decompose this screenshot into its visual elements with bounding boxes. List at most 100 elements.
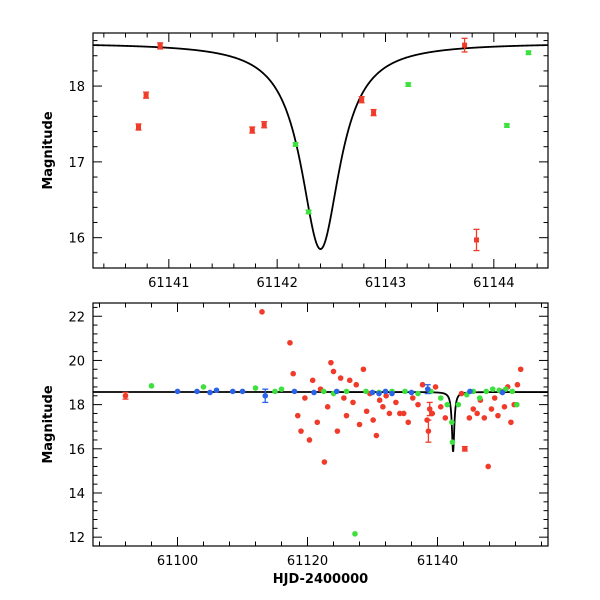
red-point — [287, 339, 293, 346]
blue-point — [408, 389, 415, 396]
blue-point — [382, 388, 389, 395]
red-point — [462, 446, 468, 452]
red-point — [309, 377, 316, 384]
red-point — [359, 97, 365, 103]
y-tick-label: 12 — [68, 531, 85, 546]
green-point — [489, 386, 496, 392]
red-point — [261, 122, 267, 128]
red-point — [429, 410, 436, 417]
red-point — [259, 309, 265, 315]
red-point — [517, 366, 524, 373]
red-point — [466, 415, 473, 421]
red-point — [122, 392, 129, 399]
green-point — [437, 395, 444, 401]
x-tick-label: 61143 — [365, 276, 406, 291]
red-point — [334, 428, 341, 434]
plot-frame — [92, 302, 549, 547]
red-point — [371, 110, 377, 116]
x-tick-label: 61142 — [256, 276, 297, 291]
y-tick-label: 18 — [68, 80, 85, 95]
red-point — [485, 463, 492, 470]
red-point — [415, 401, 421, 408]
red-point — [442, 415, 449, 421]
red-point — [470, 406, 477, 412]
green-point — [352, 531, 358, 537]
red-point — [474, 410, 480, 417]
red-point — [360, 366, 367, 373]
y-tick-label: 17 — [68, 156, 85, 171]
red-point — [419, 381, 426, 388]
red-point — [474, 237, 479, 243]
blue-point — [213, 387, 220, 394]
blue-point — [369, 389, 376, 396]
y-tick-label: 14 — [68, 487, 85, 502]
red-point — [157, 43, 163, 49]
y-tick-label: 16 — [68, 443, 85, 458]
red-point — [426, 406, 433, 412]
green-point — [526, 50, 531, 56]
x-tick-label: 61140 — [417, 554, 458, 569]
red-point — [488, 406, 495, 412]
red-point — [380, 404, 386, 410]
red-point — [437, 404, 444, 410]
green-point — [343, 388, 350, 395]
red-point — [491, 395, 498, 401]
red-point — [324, 404, 331, 410]
x-axis-label: HJD-2400000 — [273, 572, 368, 587]
blue-point — [499, 389, 506, 396]
green-point — [444, 401, 451, 408]
plot-area — [93, 37, 548, 252]
red-point — [514, 381, 521, 388]
blue-point — [291, 388, 298, 395]
red-point — [481, 415, 488, 421]
bottom-panel-full: 61100 61120 61140 12 14 16 18 20 22 Magnitude HJD-… — [41, 302, 549, 587]
red-point — [373, 432, 380, 439]
green-point — [504, 122, 510, 128]
blue-point — [262, 392, 269, 399]
red-point — [383, 392, 389, 399]
red-point — [302, 395, 308, 401]
green-point — [363, 388, 369, 395]
green-point — [514, 401, 520, 408]
x-tick-label: 61141 — [148, 276, 189, 291]
green-point — [402, 388, 408, 395]
green-point — [455, 401, 462, 408]
y-axis-label: Magnitude — [41, 385, 56, 464]
blue-point — [311, 389, 317, 396]
blue-point — [424, 386, 431, 392]
green-point — [509, 388, 516, 395]
x-tick-label: 61120 — [287, 554, 328, 569]
red-point — [410, 395, 416, 401]
blue-point — [229, 388, 236, 395]
red-point — [136, 124, 141, 130]
green-point — [293, 141, 299, 147]
green-point — [306, 209, 312, 215]
red-point — [298, 428, 304, 434]
red-point — [370, 417, 376, 423]
red-point — [249, 127, 255, 133]
blue-point — [467, 388, 473, 395]
y-tick-label: 16 — [68, 232, 85, 247]
y-axis-label: Magnitude — [41, 111, 56, 190]
blue-point — [239, 388, 246, 395]
green-point — [252, 385, 259, 391]
red-point — [306, 437, 313, 443]
blue-point — [194, 388, 200, 395]
green-point — [272, 388, 278, 395]
blue-point — [333, 388, 340, 395]
red-point — [425, 428, 432, 434]
red-point — [462, 42, 468, 48]
red-point — [400, 410, 407, 417]
red-point — [386, 410, 393, 417]
red-point — [350, 399, 356, 406]
green-point — [449, 419, 455, 426]
green-point — [449, 439, 456, 445]
y-tick-label: 18 — [68, 399, 85, 414]
red-point — [432, 384, 439, 390]
red-point — [314, 419, 321, 426]
green-point — [200, 384, 207, 390]
red-point — [294, 412, 301, 419]
green-point — [415, 390, 421, 397]
green-point — [405, 82, 411, 88]
